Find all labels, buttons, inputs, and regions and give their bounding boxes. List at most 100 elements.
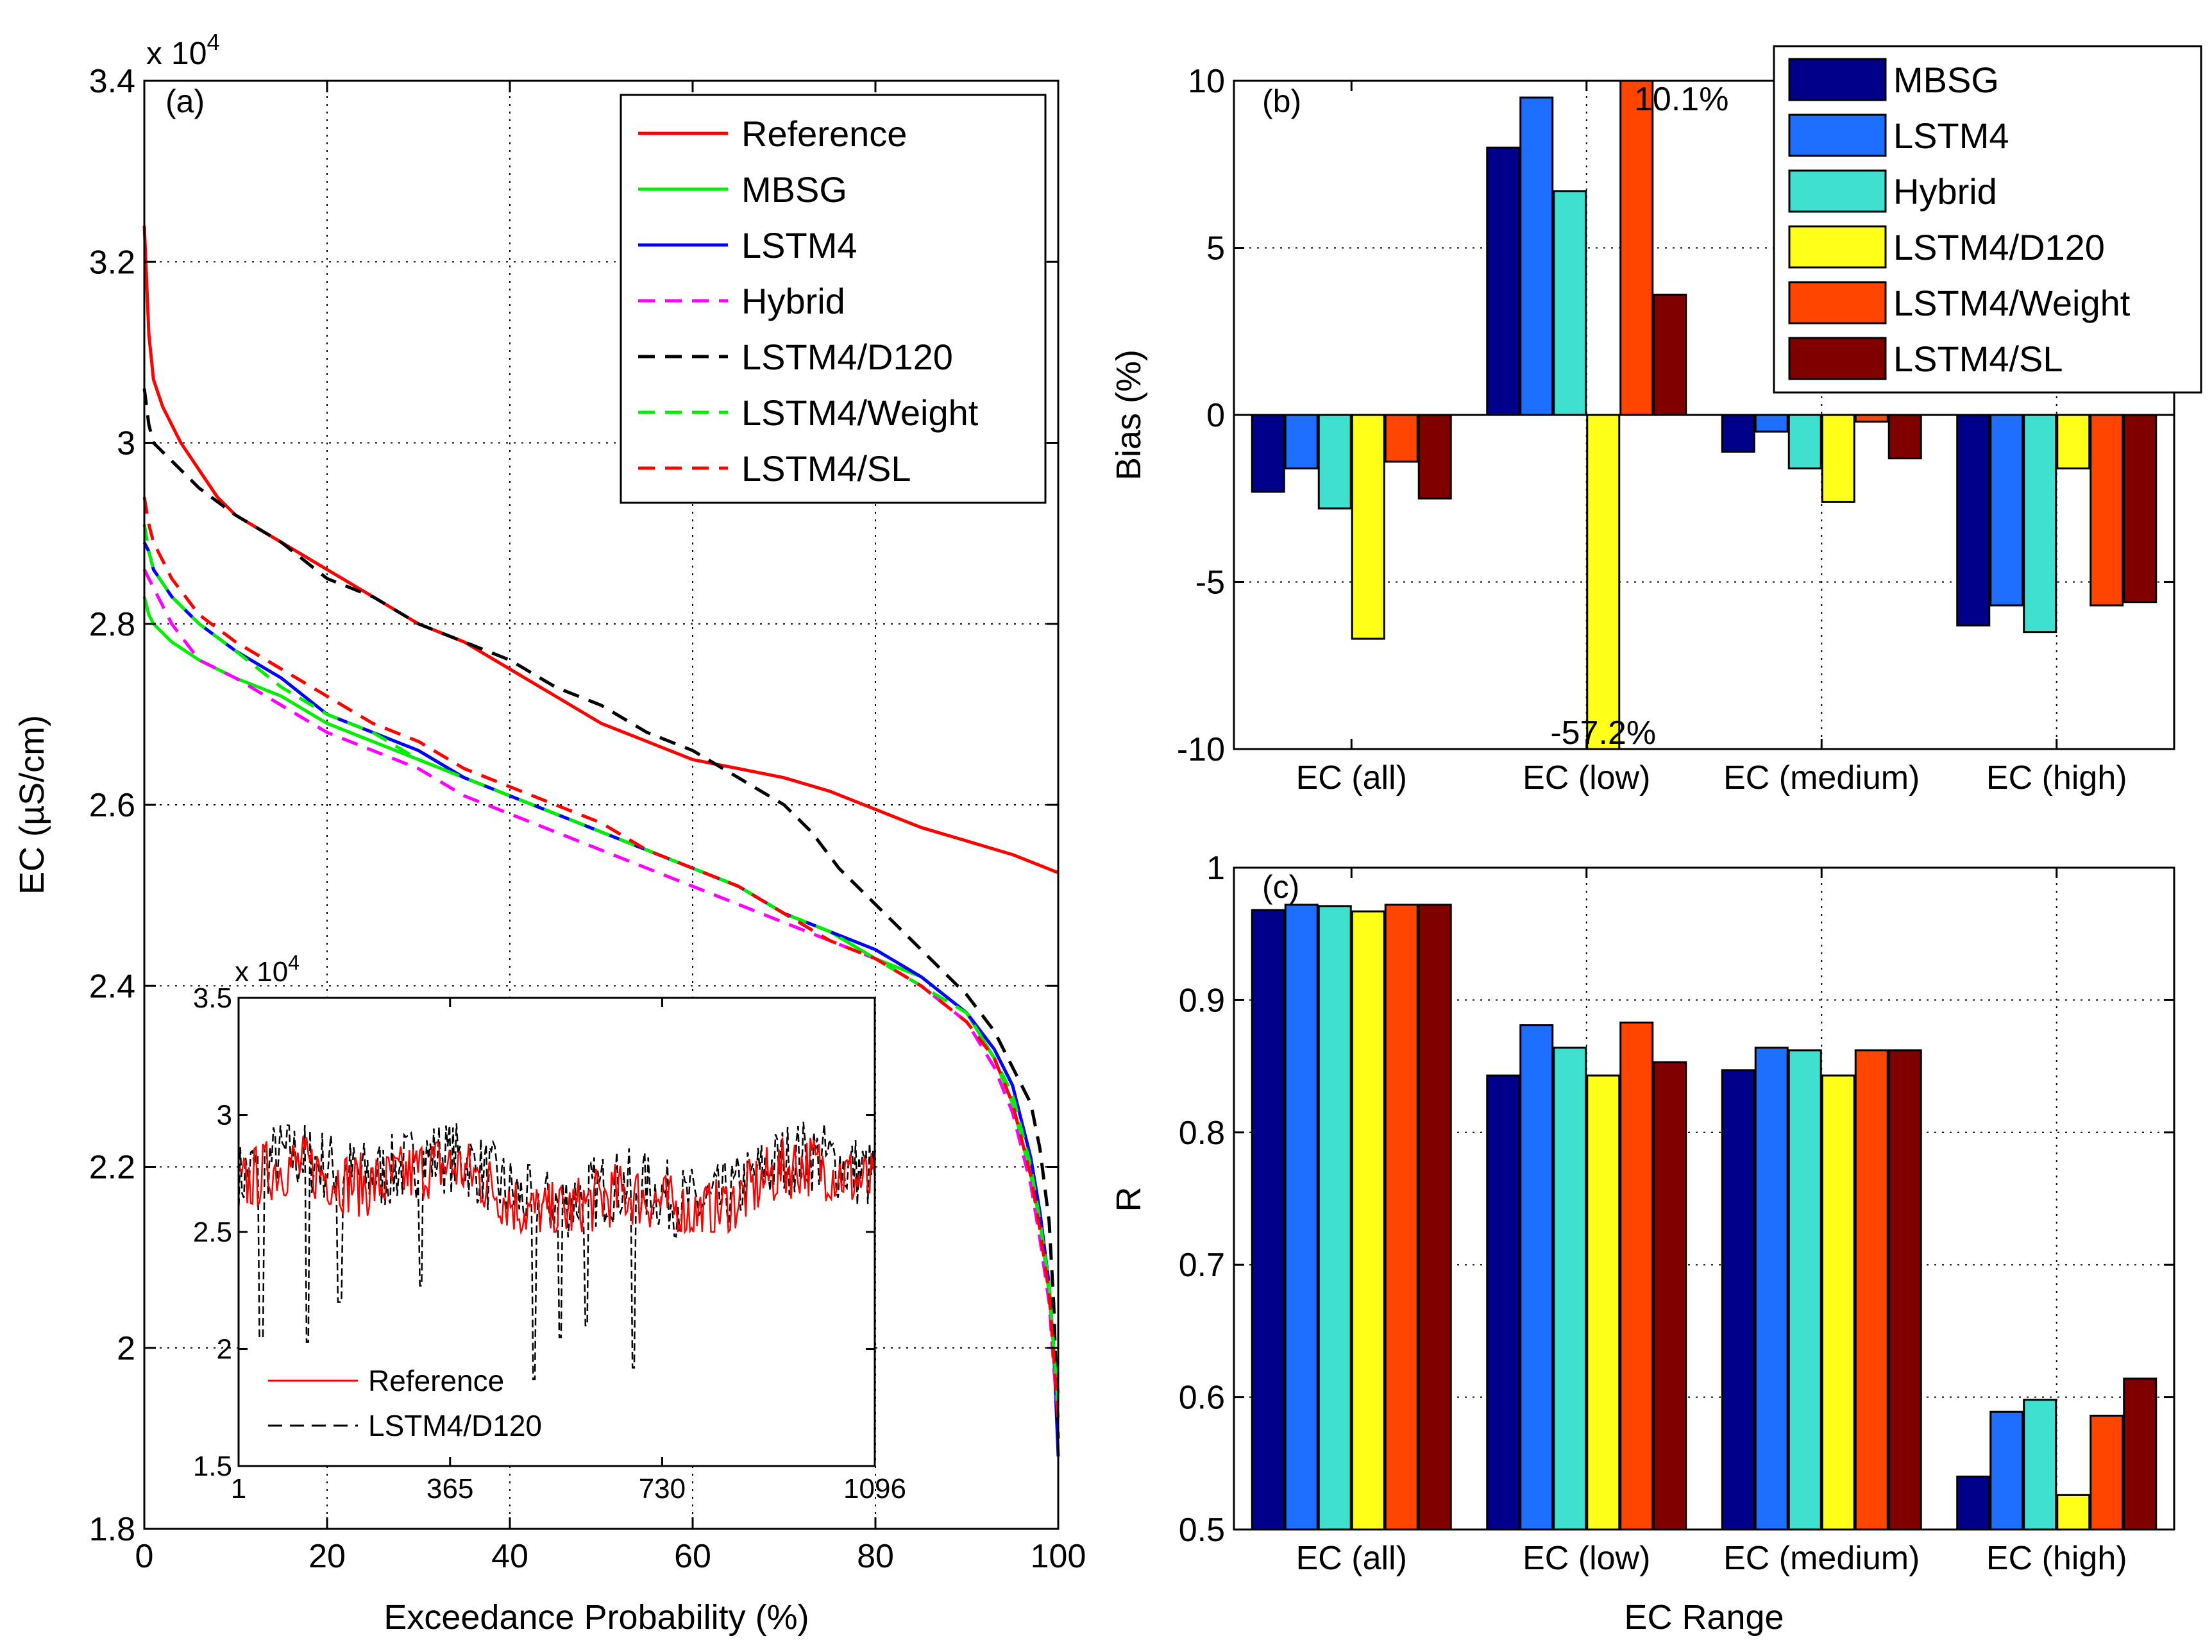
bar-lstm4-sl-ec-low <box>1653 293 1687 416</box>
x-tick-label: 100 <box>1031 1538 1086 1575</box>
x-tick-label: 20 <box>308 1538 346 1575</box>
y-tick-label: 2.8 <box>89 606 135 643</box>
x-tick-label: 80 <box>857 1538 894 1575</box>
inset-y-multiplier: x 104 <box>235 951 300 988</box>
category-label-ec-low: EC (low) <box>1523 759 1650 796</box>
legend-swatch-hybrid <box>1788 169 1887 213</box>
panel-c-label: (c) <box>1262 869 1299 905</box>
bar-hybrid-ec-high <box>2023 414 2057 634</box>
panel-a-ticks: 0 20 40 60 80 100 1.8 2 2.2 2.4 2.6 2.8 3 3.2 3.4 <box>89 63 1086 1575</box>
panel-a-xlabel: Exceedance Probability (%) <box>384 1598 809 1637</box>
panel-b-ylabel: Bias (%) <box>1110 350 1148 480</box>
bar-lstm4-sl-ec-all <box>1417 414 1452 500</box>
legend-label-lstm4: LSTM4 <box>741 225 857 266</box>
x-tick-label: 0 <box>135 1538 154 1575</box>
y-tick-label: 0.9 <box>1179 982 1225 1019</box>
legend-label-lstm4-weight: LSTM4/Weight <box>741 392 979 433</box>
panel-a-y-multiplier: x 104 <box>146 29 220 71</box>
legend-label-lstm4-d120: LSTM4/D120 <box>741 337 953 377</box>
panel-c-frame <box>1233 866 2175 1531</box>
bar-lstm4-ec-high <box>1989 414 2024 607</box>
panel-b-bars <box>1234 80 2174 750</box>
inset-lines <box>237 1122 876 1381</box>
bar-hybrid-ec-all <box>1317 905 1352 1531</box>
y-tick-label: 0.5 <box>1179 1512 1225 1549</box>
category-label-ec-all: EC (all) <box>1296 1540 1407 1577</box>
bar-hybrid-ec-low <box>1553 1047 1587 1531</box>
series-line-lstm4-d120 <box>142 388 1060 1438</box>
bar-hybrid-ec-all <box>1317 414 1352 510</box>
legend-label-hybrid: Hybrid <box>1893 171 1997 212</box>
bar-lstm4-sl-ec-all <box>1417 904 1452 1531</box>
series-line-reference <box>142 225 1059 875</box>
y-tick-label: 10 <box>1188 63 1225 100</box>
bar-lstm4-weight-ec-all <box>1384 904 1419 1531</box>
panel-a-ylabel: EC (µS/cm) <box>13 715 51 895</box>
series-line-lstm4-sl <box>142 496 1060 1420</box>
panel-a-inset: 1 365 730 1096 1.5 2 2.5 3 3.5 x 104 Reference LS… <box>193 951 906 1504</box>
bar-lstm4-sl-ec-low <box>1653 1061 1687 1531</box>
inset-x-tick-label: 1 <box>231 1473 246 1504</box>
y-tick-label: 3.4 <box>89 63 135 100</box>
inset-y-tick-label: 1.5 <box>193 1451 232 1482</box>
inset-y-tick-label: 2.5 <box>193 1217 232 1248</box>
legend-swatch-lstm4 <box>1788 114 1887 157</box>
panel-c: EC (all) EC (low) EC (medium) EC (high) 0.5 0… <box>1110 850 2175 1637</box>
y-tick-label: 2.6 <box>89 787 135 824</box>
category-label-ec-low: EC (low) <box>1523 1540 1650 1577</box>
x-tick-label: 60 <box>674 1538 711 1575</box>
bar-mbsg-ec-low <box>1486 1074 1521 1531</box>
legend-label-reference: Reference <box>741 114 907 154</box>
y-tick-label: 2.4 <box>89 968 135 1005</box>
legend-label-hybrid: Hybrid <box>741 281 845 321</box>
bar-lstm4-weight-ec-all <box>1384 414 1419 463</box>
y-tick-label: -10 <box>1177 731 1225 768</box>
category-label-ec-all: EC (all) <box>1296 759 1407 796</box>
bar-lstm4-ec-high <box>1989 1410 2024 1531</box>
bar-mbsg-ec-medium <box>1721 1069 1755 1531</box>
y-tick-label: 1 <box>1206 850 1225 887</box>
panel-b-legend: MBSG LSTM4 Hybrid LSTM4/D120 LSTM4/Weight LST… <box>1773 45 2202 394</box>
y-tick-label: 2.2 <box>89 1149 135 1186</box>
legend-swatch-mbsg <box>1788 58 1887 101</box>
y-tick-label: 1.8 <box>89 1511 135 1548</box>
bar-lstm4-weight-ec-high <box>2090 1414 2124 1531</box>
bar-lstm4-d120-ec-all <box>1351 910 1385 1531</box>
bar-lstm4-sl-ec-medium <box>1887 1049 1922 1531</box>
inset-x-tick-label: 365 <box>426 1473 473 1504</box>
inset-x-tick-label: 1096 <box>843 1473 906 1504</box>
panel-a-label: (a) <box>165 83 205 119</box>
legend-swatch-lstm4-d120 <box>1788 225 1887 269</box>
bar-lstm4-sl-ec-high <box>2123 1378 2157 1531</box>
bar-hybrid-ec-high <box>2023 1399 2057 1531</box>
inset-y-tick-label: 2 <box>217 1334 232 1365</box>
y-tick-label: 0.8 <box>1179 1115 1225 1152</box>
y-tick-label: 0 <box>1206 397 1225 434</box>
panel-b: EC (all) EC (low) EC (medium) EC (high) -10 -… <box>1110 45 2202 796</box>
bar-lstm4-ec-low <box>1519 1024 1554 1531</box>
y-tick-label: 3.2 <box>89 244 135 281</box>
bar-lstm4-ec-medium <box>1754 1047 1789 1531</box>
bar-mbsg-ec-all <box>1251 909 1285 1531</box>
inset-legend: Reference LSTM4/D120 <box>268 1364 542 1442</box>
panel-b-ticks: EC (all) EC (low) EC (medium) EC (high) -10 -… <box>1177 63 2174 796</box>
series-line-hybrid <box>142 568 1060 1420</box>
bar-lstm4-d120-ec-high <box>2056 1494 2091 1531</box>
legend-label-mbsg: MBSG <box>1893 60 1999 100</box>
bar-lstm4-d120-ec-all <box>1351 414 1385 640</box>
bar-lstm4-ec-medium <box>1754 414 1789 433</box>
inset-series-line-reference <box>237 1136 876 1235</box>
bar-lstm4-d120-ec-low <box>1586 1074 1621 1531</box>
category-label-ec-high: EC (high) <box>1986 759 2127 796</box>
inset-series-line-lstm4-d120 <box>237 1122 876 1381</box>
bar-lstm4-weight-ec-medium <box>1854 414 1889 423</box>
bar-mbsg-ec-high <box>1956 1475 1991 1531</box>
bar-lstm4-weight-ec-medium <box>1854 1049 1889 1531</box>
bar-hybrid-ec-medium <box>1787 1049 1822 1531</box>
bar-lstm4-sl-ec-high <box>2123 414 2157 603</box>
bar-lstm4-d120-ec-high <box>2056 414 2091 469</box>
panel-a-lines <box>142 225 1060 1457</box>
category-label-ec-medium: EC (medium) <box>1723 1540 1920 1577</box>
category-label-ec-high: EC (high) <box>1986 1540 2127 1577</box>
